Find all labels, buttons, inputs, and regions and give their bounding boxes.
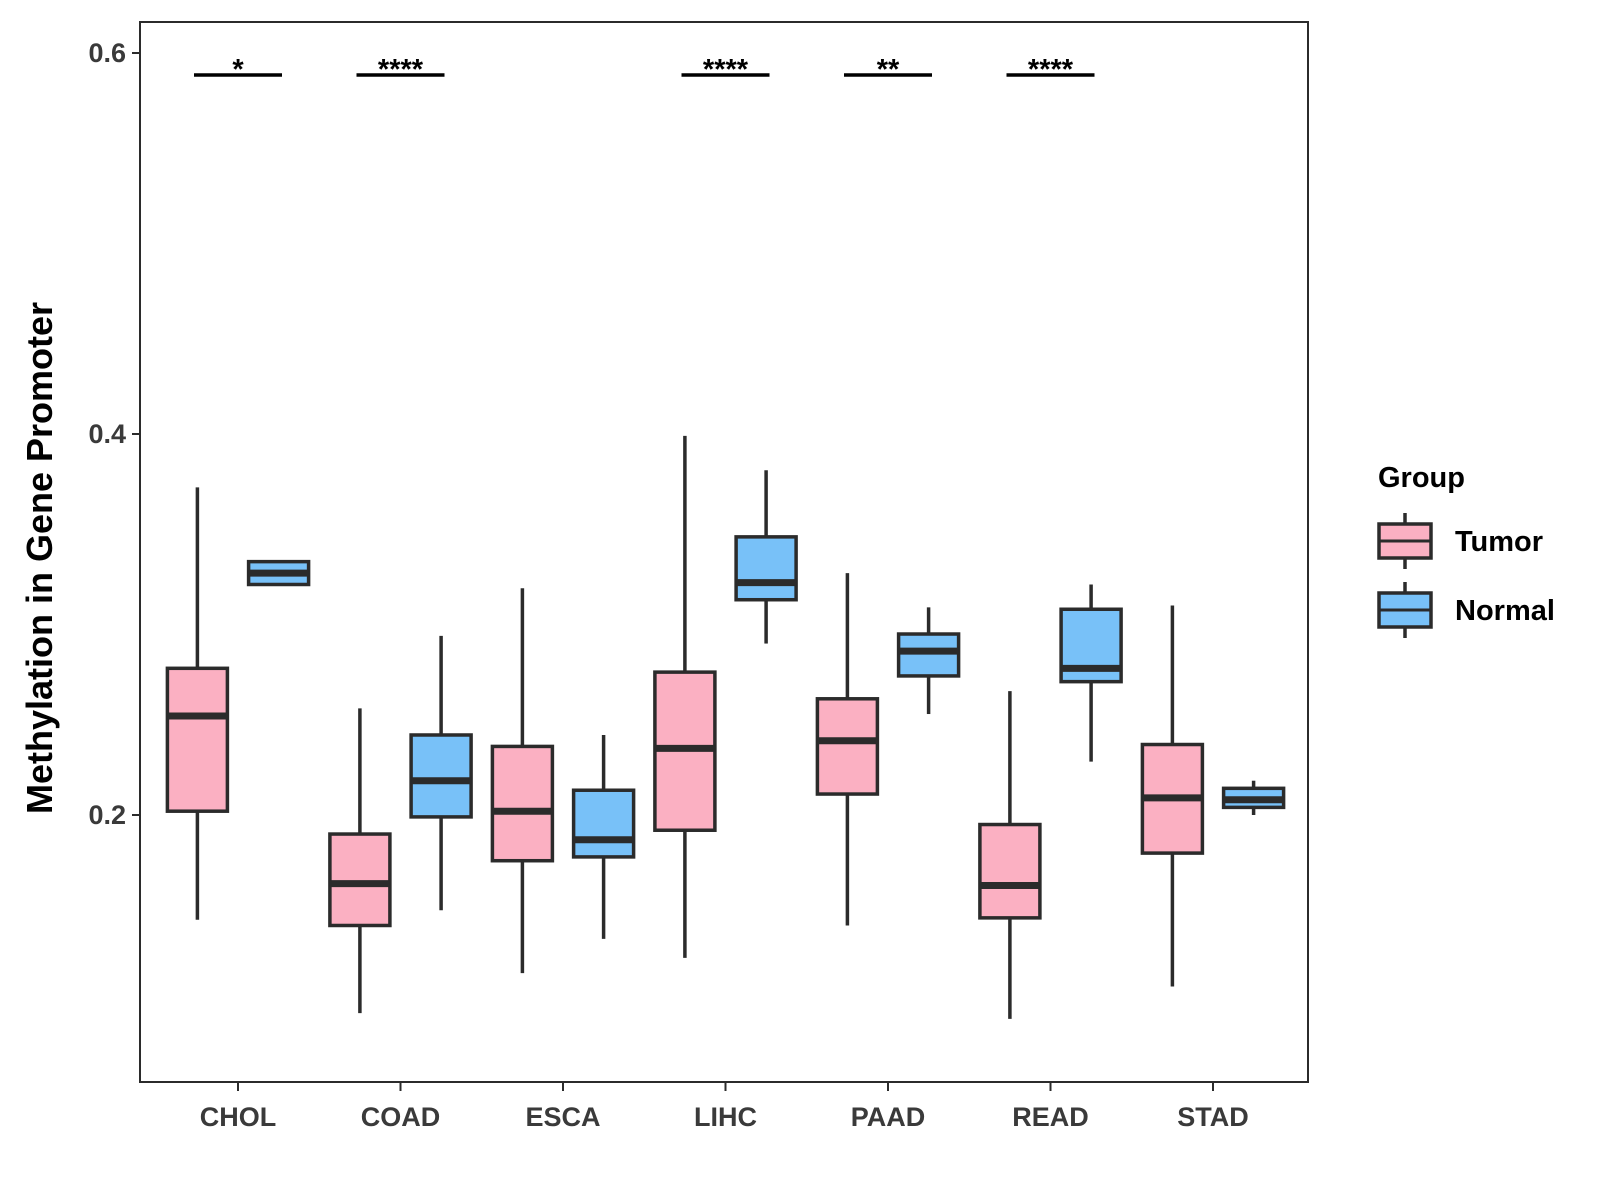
significance-label-chol: *: [232, 54, 244, 86]
x-tick-label-read: READ: [1012, 1102, 1089, 1132]
box-normal-esca: [571, 734, 636, 939]
box-normal-paad: [896, 607, 961, 715]
box-tumor-stad: [1140, 605, 1205, 987]
box-tumor-coad: [328, 708, 392, 1014]
box-tumor-paad: [815, 573, 880, 926]
significance-label-coad: ****: [378, 54, 424, 86]
x-tick-label-chol: CHOL: [200, 1102, 277, 1132]
x-tick-label-lihc: LIHC: [694, 1102, 757, 1132]
x-tick-label-paad: PAAD: [851, 1102, 926, 1132]
legend-label-normal: Normal: [1455, 595, 1555, 627]
legend-key-normal: [1377, 582, 1433, 638]
box-iqr: [815, 697, 880, 796]
y-tick-label: 0.6: [88, 38, 126, 68]
box-tumor-read: [978, 691, 1042, 1019]
box-iqr: [571, 788, 636, 859]
x-tick-label-coad: COAD: [361, 1102, 441, 1132]
legend-key-tumor: [1377, 513, 1433, 569]
legend: Group Tumor Normal: [1377, 462, 1555, 638]
significance-label-paad: **: [877, 54, 900, 86]
y-tick-label: 0.2: [88, 800, 126, 830]
y-axis-title: Methylation in Gene Promoter: [19, 302, 60, 814]
box-normal-stad: [1221, 780, 1286, 815]
box-iqr: [328, 832, 392, 928]
box-iqr: [734, 535, 798, 602]
box-normal-lihc: [734, 470, 798, 644]
legend-title: Group: [1378, 462, 1465, 494]
box-tumor-lihc: [653, 435, 717, 958]
box-normal-chol: [246, 559, 311, 587]
y-tick-label: 0.4: [88, 419, 126, 449]
legend-label-tumor: Tumor: [1455, 526, 1543, 558]
plot-panel-border: [139, 21, 1309, 1083]
significance-label-read: ****: [1028, 54, 1074, 86]
box-iqr: [490, 744, 555, 863]
box-tumor-esca: [490, 588, 555, 974]
box-tumor-chol: [165, 487, 230, 920]
box-iqr: [409, 733, 473, 819]
box-iqr: [165, 666, 230, 813]
x-tick-label-stad: STAD: [1177, 1102, 1249, 1132]
x-tick-label-esca: ESCA: [525, 1102, 600, 1132]
significance-label-lihc: ****: [703, 54, 749, 86]
box-normal-coad: [409, 635, 473, 911]
box-iqr: [896, 632, 961, 678]
box-iqr: [978, 822, 1042, 920]
box-normal-read: [1059, 584, 1123, 762]
